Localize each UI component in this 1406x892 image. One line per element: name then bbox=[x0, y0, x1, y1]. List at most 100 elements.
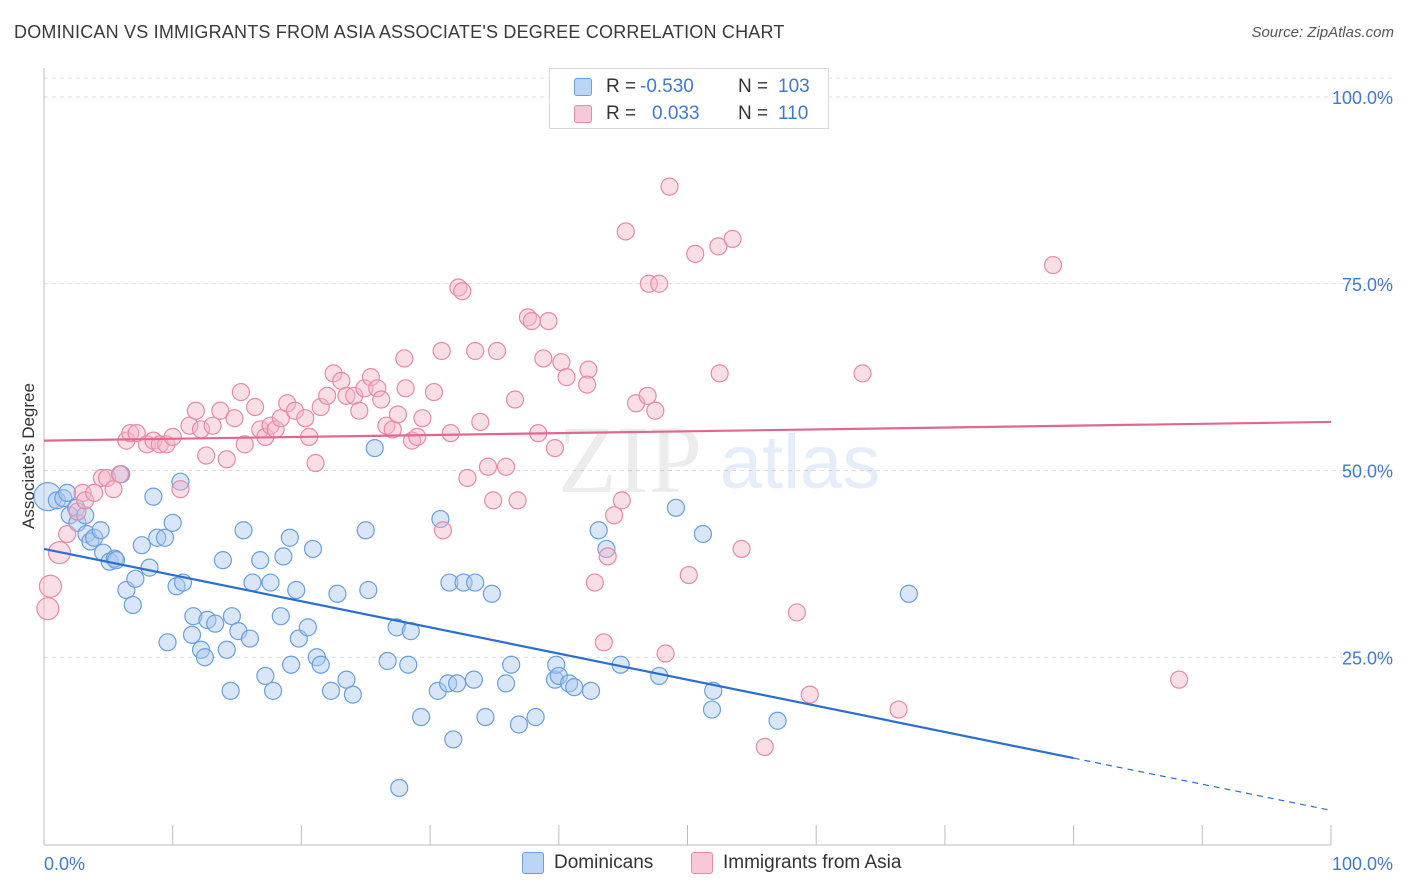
point-asia-immigrant bbox=[311, 397, 330, 417]
n-value: 103 bbox=[778, 76, 810, 97]
point-dominican bbox=[298, 618, 317, 637]
x-tick-label-left: 0.0% bbox=[44, 854, 85, 874]
point-dominican bbox=[106, 551, 126, 570]
point-dominican bbox=[356, 521, 375, 540]
point-asia-immigrant bbox=[211, 401, 230, 420]
point-asia-immigrant bbox=[646, 401, 665, 420]
legend-label: Immigrants from Asia bbox=[723, 852, 902, 873]
watermark-zip: ZIP bbox=[558, 406, 702, 513]
r-value: 0.033 bbox=[652, 103, 700, 124]
legend-item-asia[interactable]: Immigrants from Asia bbox=[691, 852, 901, 874]
point-dominican bbox=[126, 569, 145, 588]
point-dominican bbox=[280, 528, 299, 547]
point-asia-immigrant bbox=[58, 524, 77, 544]
point-dominican bbox=[261, 573, 280, 592]
point-asia-immigrant bbox=[686, 244, 705, 263]
trend-lines bbox=[43, 420, 1332, 811]
legend-item-dominicans[interactable]: Dominicans bbox=[522, 852, 653, 874]
point-asia-immigrant bbox=[800, 685, 819, 704]
point-dominican bbox=[148, 528, 167, 547]
point-asia-immigrant bbox=[104, 480, 123, 499]
point-dominican bbox=[144, 487, 163, 506]
point-asia-immigrant bbox=[324, 364, 343, 383]
point-dominican bbox=[496, 674, 516, 693]
axes bbox=[43, 68, 1332, 846]
point-asia-immigrant bbox=[594, 633, 613, 652]
point-asia-immigrant bbox=[508, 491, 527, 510]
point-dominican bbox=[91, 521, 110, 540]
x-tick-label-right: 100.0% bbox=[1332, 854, 1393, 874]
point-asia-immigrant bbox=[458, 468, 477, 488]
point-asia-immigrant bbox=[484, 491, 503, 510]
point-asia-immigrant bbox=[710, 364, 729, 383]
point-dominican bbox=[702, 700, 722, 719]
point-asia-immigrant bbox=[709, 237, 728, 256]
point-asia-immigrant bbox=[197, 446, 216, 465]
point-asia-immigrant bbox=[163, 427, 182, 446]
point-asia-immigrant bbox=[372, 390, 391, 409]
series-legend: Dominicans Immigrants from Asia bbox=[0, 852, 1406, 878]
point-asia-immigrant bbox=[245, 397, 265, 417]
point-asia-immigrant bbox=[285, 401, 305, 420]
point-dominican bbox=[182, 625, 202, 644]
point-asia-immigrant bbox=[432, 341, 451, 361]
r-value: -0.530 bbox=[640, 76, 694, 97]
point-asia-immigrant bbox=[787, 603, 806, 622]
pink-swatch bbox=[574, 105, 592, 123]
point-asia-immigrant bbox=[235, 435, 254, 454]
point-asia-immigrant bbox=[557, 368, 576, 387]
point-dominican bbox=[428, 681, 447, 700]
point-dominican bbox=[321, 681, 341, 700]
point-asia-immigrant bbox=[1170, 670, 1189, 689]
point-dominican bbox=[163, 513, 182, 532]
point-asia-immigrant bbox=[853, 364, 872, 383]
point-asia-immigrant bbox=[203, 416, 222, 435]
point-dominican bbox=[123, 595, 142, 615]
point-dominican bbox=[399, 655, 418, 674]
n-value: 110 bbox=[778, 103, 809, 124]
y-tick-label: 100.0% bbox=[1332, 88, 1393, 108]
point-dominican bbox=[448, 674, 467, 693]
point-asia-immigrant bbox=[38, 574, 63, 598]
point-dominican bbox=[222, 607, 242, 626]
point-dominican bbox=[549, 666, 568, 686]
point-dominican bbox=[287, 580, 306, 600]
point-asia-immigrant bbox=[231, 382, 251, 402]
correlation-legend: R = -0.530 N = 103 R = 0.033 N = 110 bbox=[549, 68, 829, 129]
point-asia-immigrant bbox=[171, 480, 190, 499]
point-dominican bbox=[234, 521, 253, 540]
point-asia-immigrant bbox=[306, 453, 325, 473]
point-dominican bbox=[597, 539, 616, 559]
point-asia-immigrant bbox=[660, 177, 679, 196]
point-asia-immigrant bbox=[127, 424, 146, 443]
point-asia-immigrant bbox=[453, 282, 472, 301]
point-dominican bbox=[343, 685, 362, 704]
point-asia-immigrant bbox=[616, 222, 635, 241]
point-dominican bbox=[693, 524, 713, 544]
point-asia-immigrant bbox=[505, 390, 525, 409]
point-asia-immigrant bbox=[650, 274, 669, 293]
point-dominican bbox=[464, 670, 483, 689]
blue-swatch bbox=[522, 852, 544, 874]
point-dominican bbox=[476, 707, 495, 727]
point-asia-immigrant bbox=[585, 573, 604, 592]
point-asia-immigrant bbox=[408, 427, 427, 446]
point-dominican bbox=[33, 482, 63, 512]
point-asia-immigrant bbox=[534, 349, 553, 368]
point-asia-immigrant bbox=[755, 737, 774, 756]
trend-line-asia-immigrants bbox=[43, 420, 1332, 442]
point-dominican bbox=[213, 551, 232, 570]
point-asia-immigrant bbox=[496, 457, 516, 476]
point-asia-immigrant bbox=[732, 539, 751, 559]
legend-row-dominicans: R = -0.530 N = 103 bbox=[574, 75, 810, 99]
point-dominican bbox=[328, 584, 347, 603]
point-asia-immigrant bbox=[522, 312, 541, 331]
y-axis-label: Associate's Degree bbox=[19, 383, 38, 529]
point-asia-immigrant bbox=[110, 465, 130, 484]
point-dominican bbox=[365, 438, 384, 458]
source-credit: Source: ZipAtlas.com bbox=[1251, 24, 1394, 41]
point-dominican bbox=[444, 730, 463, 749]
point-dominican bbox=[482, 584, 501, 603]
point-asia-immigrant bbox=[388, 405, 408, 424]
